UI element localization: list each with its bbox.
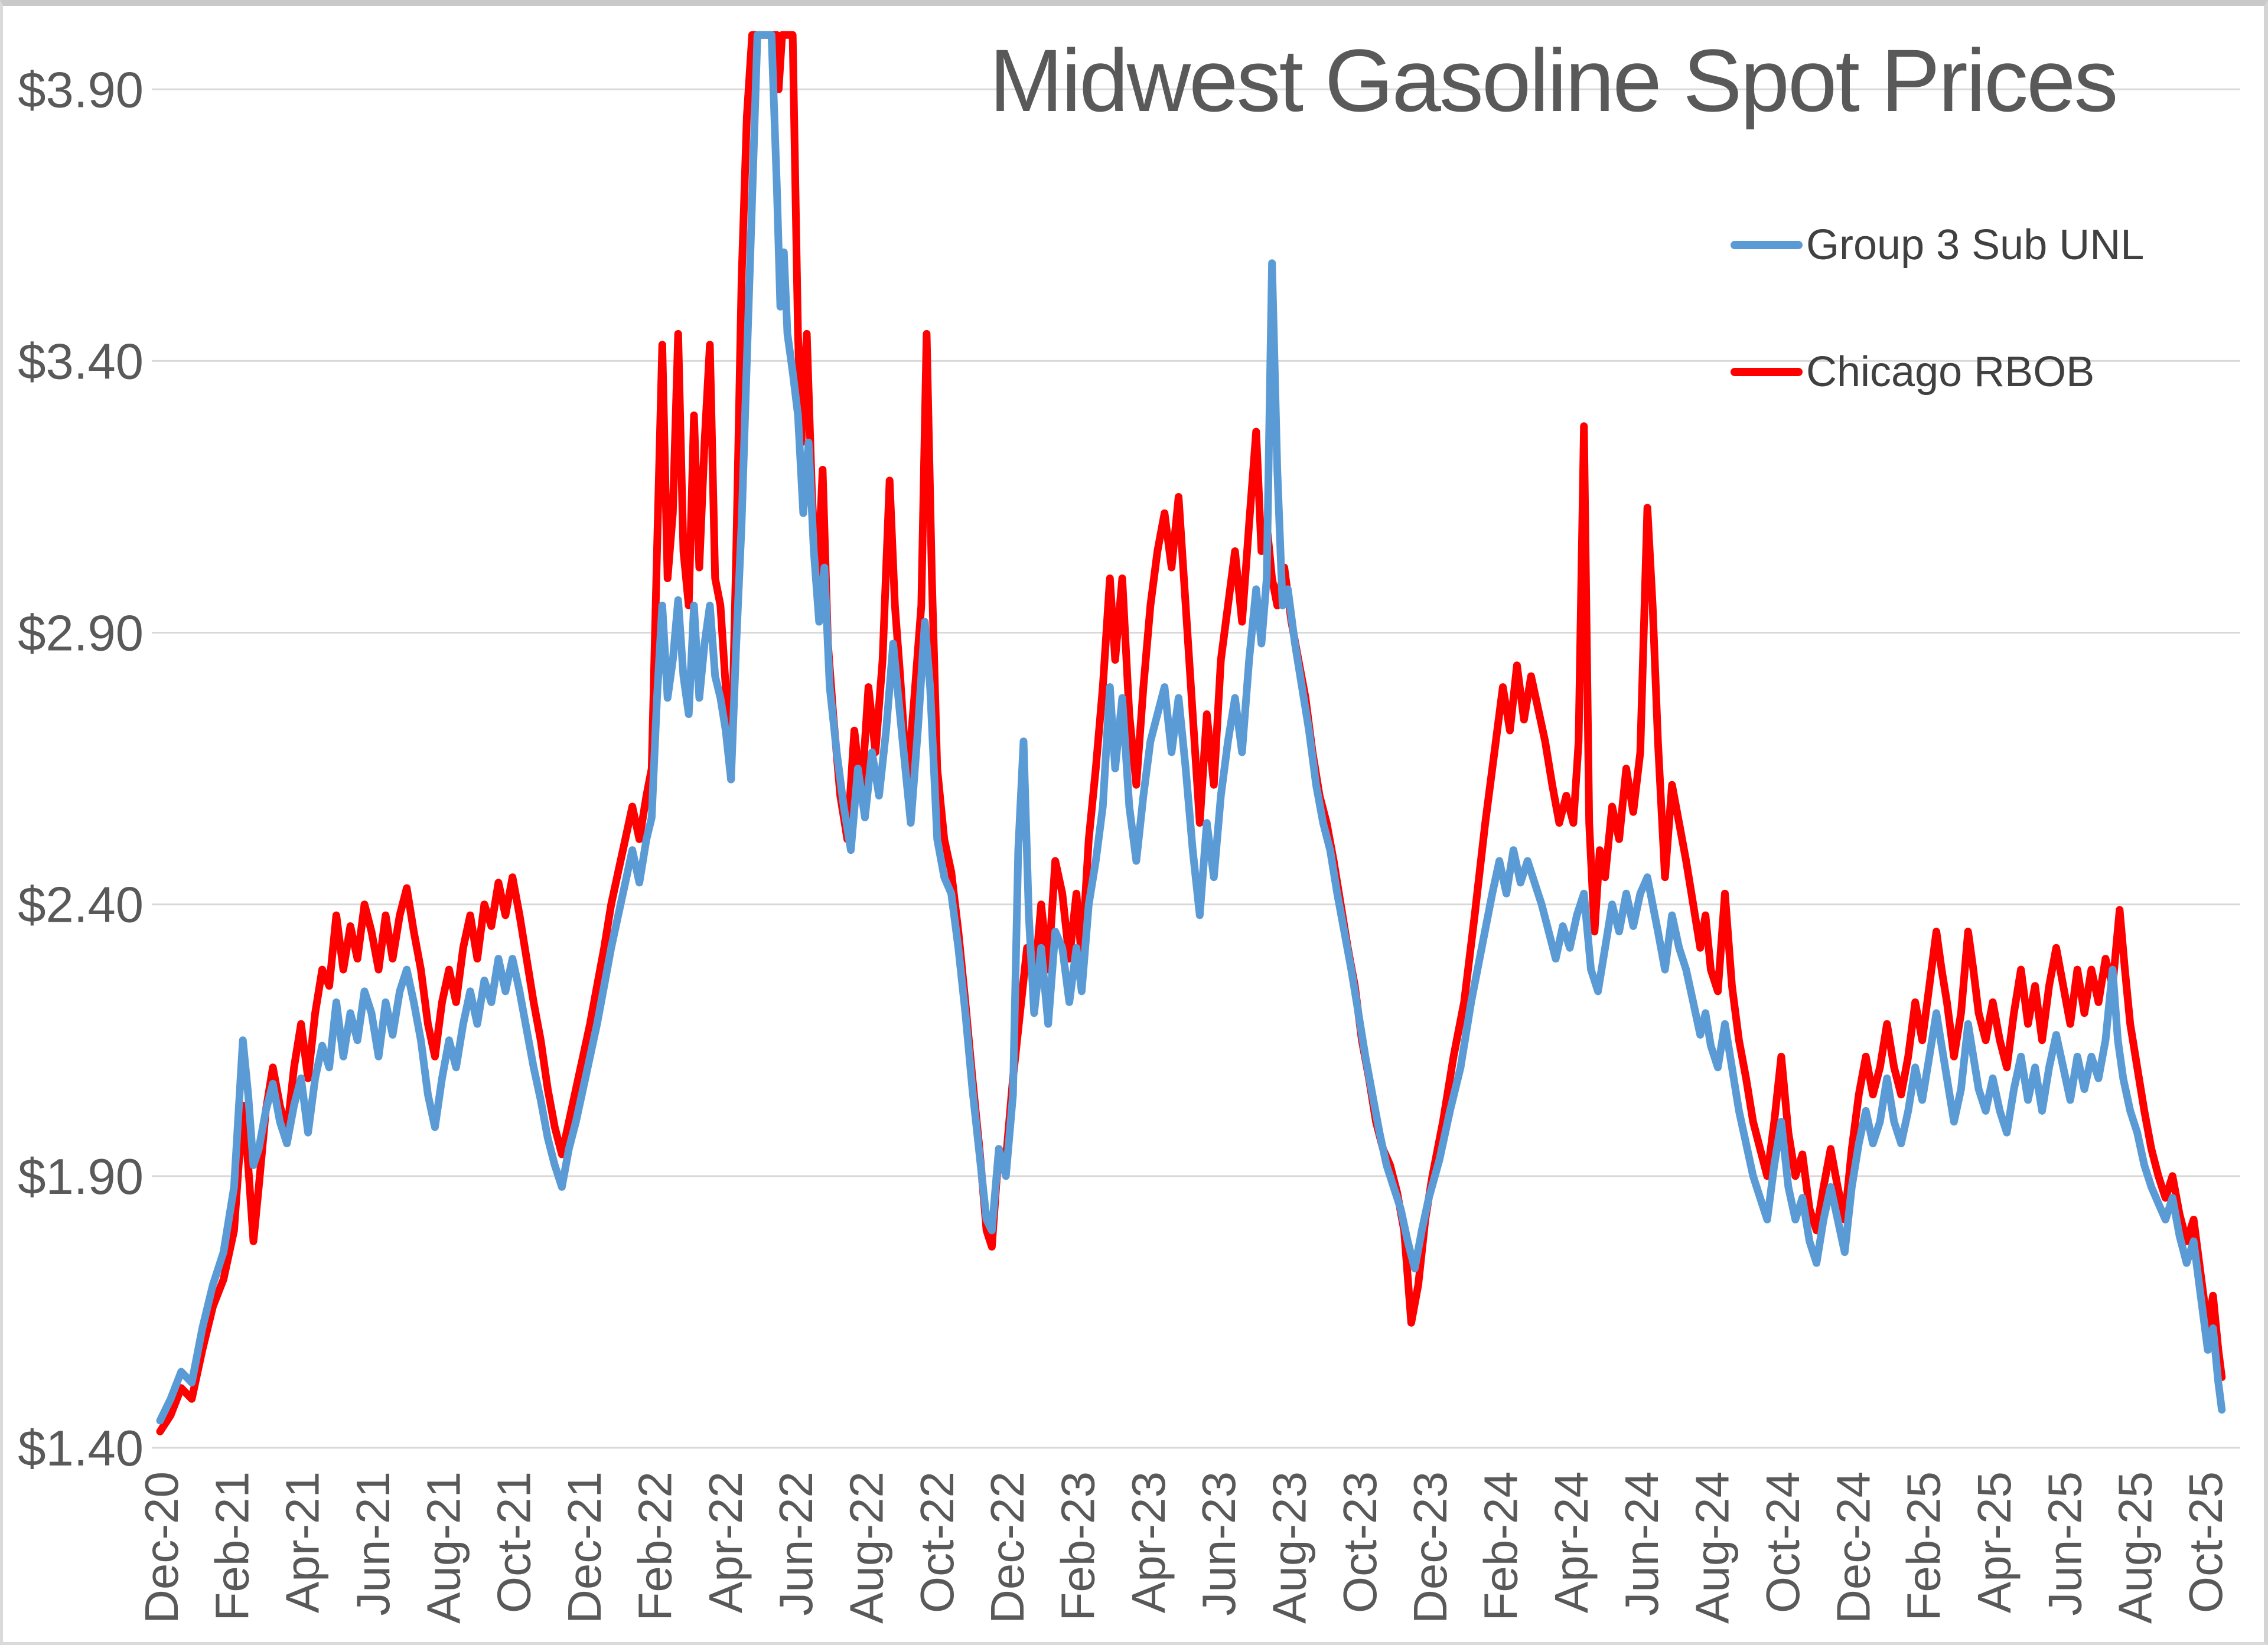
x-tick-label: Jun-21 [347, 1471, 399, 1616]
x-tick-label: Apr-22 [699, 1471, 752, 1613]
x-tick-label: Oct-23 [1334, 1471, 1386, 1613]
x-tick-label: Jun-23 [1192, 1471, 1245, 1616]
x-tick-label: Jun-25 [2038, 1471, 2091, 1616]
x-tick-label: Dec-23 [1404, 1471, 1456, 1624]
series-line-group-3-sub-unl [156, 31, 2226, 1425]
x-tick-label: Aug-25 [2109, 1471, 2162, 1624]
legend-label: Group 3 Sub UNL [1806, 221, 2145, 269]
x-tick-label: Oct-24 [1757, 1471, 1809, 1613]
x-tick-label: Dec-21 [558, 1471, 611, 1624]
x-tick-label: Dec-22 [981, 1471, 1034, 1624]
legend-item-chicago-rbob: Chicago RBOB [1731, 345, 2203, 399]
x-tick-label: Aug-22 [840, 1471, 892, 1624]
legend-item-group-3-sub-unl: Group 3 Sub UNL [1731, 218, 2203, 272]
x-tick-label: Feb-24 [1475, 1471, 1527, 1621]
y-tick-label: $2.40 [18, 877, 144, 934]
series-line-chicago-rbob [156, 31, 2226, 1435]
x-tick-label: Aug-24 [1686, 1471, 1739, 1624]
x-tick-label: Feb-25 [1898, 1471, 1950, 1621]
x-tick-label: Apr-25 [1968, 1471, 2021, 1613]
legend-label: Chicago RBOB [1806, 348, 2095, 396]
x-tick-label: Dec-24 [1827, 1471, 1879, 1624]
x-tick-label: Jun-24 [1615, 1471, 1668, 1616]
x-tick-label: Aug-23 [1263, 1471, 1316, 1624]
chart-legend: Group 3 Sub UNL Chicago RBOB [1731, 218, 2203, 472]
x-tick-label: Jun-22 [770, 1471, 822, 1616]
x-tick-label: Feb-22 [628, 1471, 681, 1621]
x-tick-label: Apr-21 [276, 1471, 329, 1613]
x-tick-label: Dec-20 [135, 1471, 188, 1624]
x-tick-label: Feb-21 [206, 1471, 258, 1621]
y-tick-label: $3.40 [18, 334, 144, 390]
y-tick-label: $1.40 [18, 1421, 144, 1477]
legend-line-swatch-icon [1731, 368, 1803, 376]
x-tick-label: Oct-22 [911, 1471, 963, 1613]
chart-title: Midwest Gasoline Spot Prices [989, 31, 2118, 130]
y-tick-label: $1.90 [18, 1149, 144, 1205]
y-tick-label: $3.90 [18, 62, 144, 118]
legend-line-swatch-icon [1731, 241, 1803, 249]
x-tick-label: Oct-21 [488, 1471, 540, 1613]
x-tick-label: Oct-25 [2179, 1471, 2232, 1613]
x-tick-label: Apr-23 [1122, 1471, 1175, 1613]
x-tick-label: Aug-21 [417, 1471, 470, 1624]
x-tick-label: Feb-23 [1051, 1471, 1104, 1621]
y-tick-label: $2.90 [18, 606, 144, 662]
x-tick-label: Apr-24 [1545, 1471, 1598, 1613]
